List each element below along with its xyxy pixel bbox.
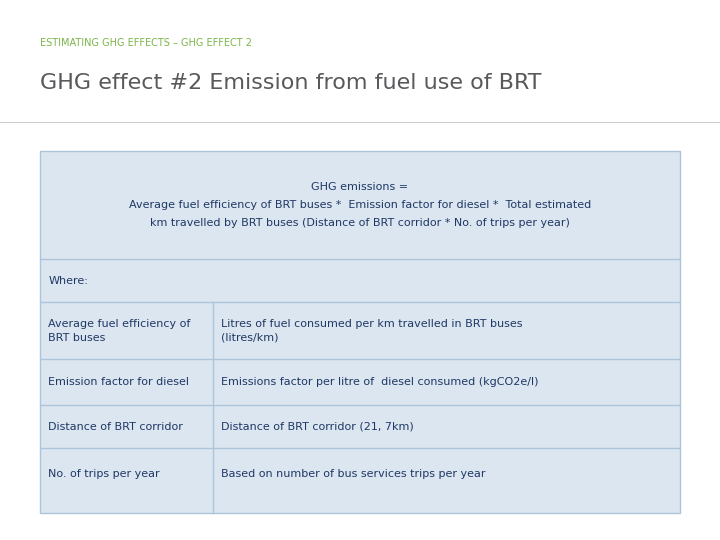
Text: Emission factor for diesel: Emission factor for diesel (48, 377, 189, 387)
Text: GHG effect #2 Emission from fuel use of BRT: GHG effect #2 Emission from fuel use of … (40, 73, 541, 93)
Text: Average fuel efficiency of BRT buses *  Emission factor for diesel *  Total esti: Average fuel efficiency of BRT buses * E… (129, 200, 591, 210)
Text: Emissions factor per litre of  diesel consumed (kgCO2e/l): Emissions factor per litre of diesel con… (221, 377, 539, 387)
Text: No. of trips per year: No. of trips per year (48, 469, 160, 479)
Text: GHG emissions =: GHG emissions = (312, 183, 408, 192)
Text: Distance of BRT corridor (21, 7km): Distance of BRT corridor (21, 7km) (221, 422, 414, 431)
Text: ESTIMATING GHG EFFECTS – GHG EFFECT 2: ESTIMATING GHG EFFECTS – GHG EFFECT 2 (40, 38, 251, 48)
Text: Based on number of bus services trips per year: Based on number of bus services trips pe… (221, 469, 486, 479)
Text: km travelled by BRT buses (Distance of BRT corridor * No. of trips per year): km travelled by BRT buses (Distance of B… (150, 218, 570, 228)
Text: Average fuel efficiency of
BRT buses: Average fuel efficiency of BRT buses (48, 319, 191, 343)
Text: Litres of fuel consumed per km travelled in BRT buses
(litres/km): Litres of fuel consumed per km travelled… (221, 319, 523, 343)
Text: Distance of BRT corridor: Distance of BRT corridor (48, 422, 183, 431)
Text: C40: C40 (630, 48, 669, 65)
Text: A C40 LEADERSHIP GROUP: A C40 LEADERSHIP GROUP (622, 100, 677, 104)
Text: CITIES: CITIES (629, 76, 670, 89)
Text: Where:: Where: (48, 276, 88, 286)
